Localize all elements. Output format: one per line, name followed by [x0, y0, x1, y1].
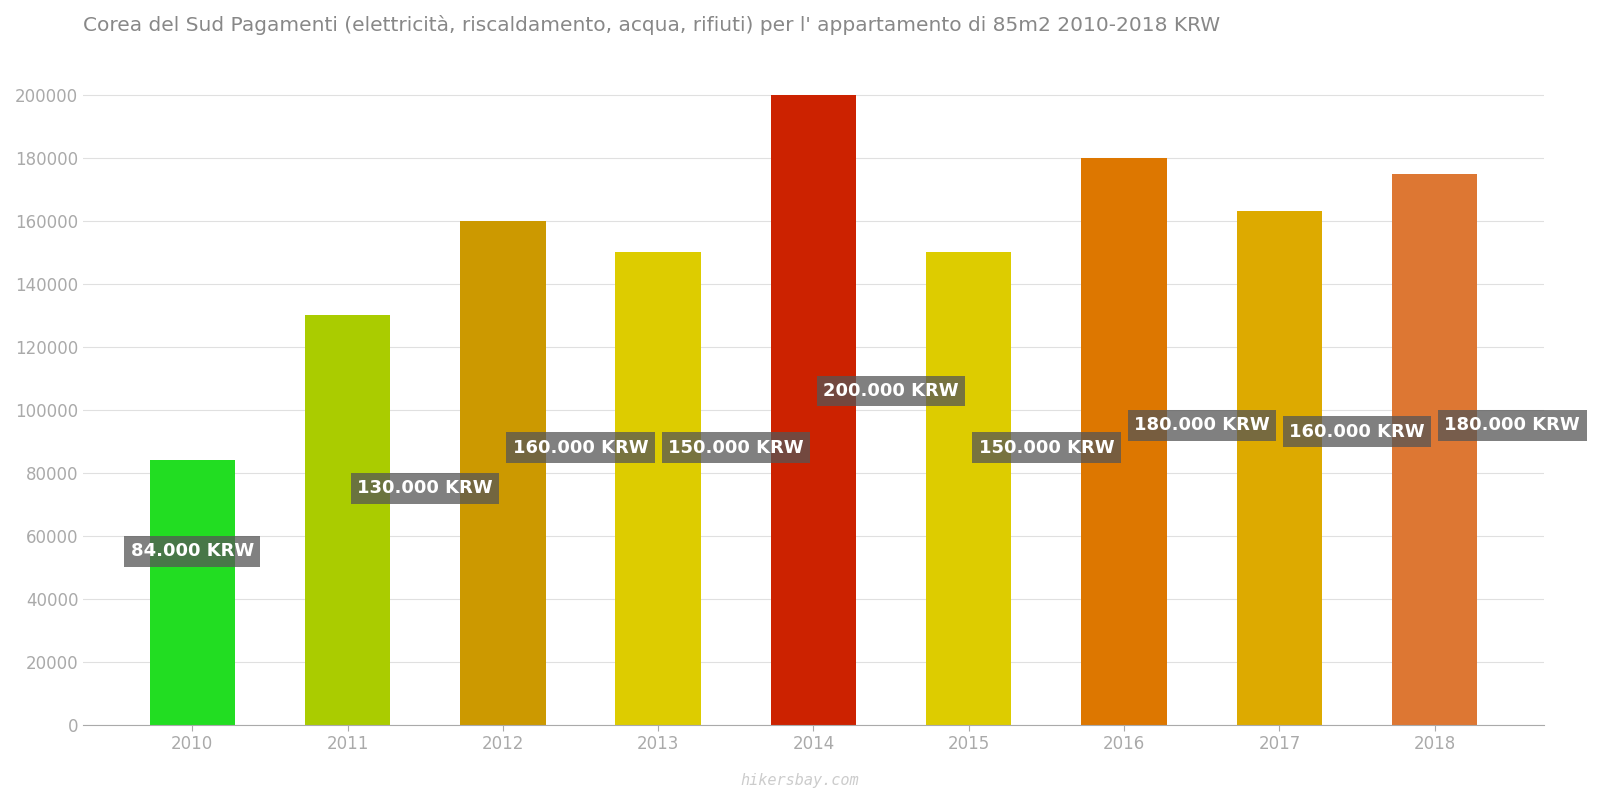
Text: Corea del Sud Pagamenti (elettricità, riscaldamento, acqua, rifiuti) per l' appa: Corea del Sud Pagamenti (elettricità, ri…: [83, 15, 1221, 35]
Bar: [616, 252, 701, 725]
Text: 160.000 KRW: 160.000 KRW: [512, 438, 648, 457]
Text: 150.000 KRW: 150.000 KRW: [667, 438, 803, 457]
Text: 160.000 KRW: 160.000 KRW: [1290, 422, 1426, 441]
Text: 180.000 KRW: 180.000 KRW: [1445, 417, 1581, 434]
Text: hikersbay.com: hikersbay.com: [741, 773, 859, 787]
Bar: [926, 252, 1011, 725]
Bar: [461, 221, 546, 725]
Text: 130.000 KRW: 130.000 KRW: [357, 479, 493, 498]
Bar: [1392, 174, 1477, 725]
Bar: [149, 460, 235, 725]
Bar: [306, 315, 390, 725]
Text: 150.000 KRW: 150.000 KRW: [979, 438, 1114, 457]
Text: 200.000 KRW: 200.000 KRW: [824, 382, 958, 400]
Text: 180.000 KRW: 180.000 KRW: [1134, 417, 1270, 434]
Bar: [1082, 158, 1166, 725]
Bar: [1237, 211, 1322, 725]
Text: 84.000 KRW: 84.000 KRW: [131, 542, 254, 561]
Bar: [771, 95, 856, 725]
